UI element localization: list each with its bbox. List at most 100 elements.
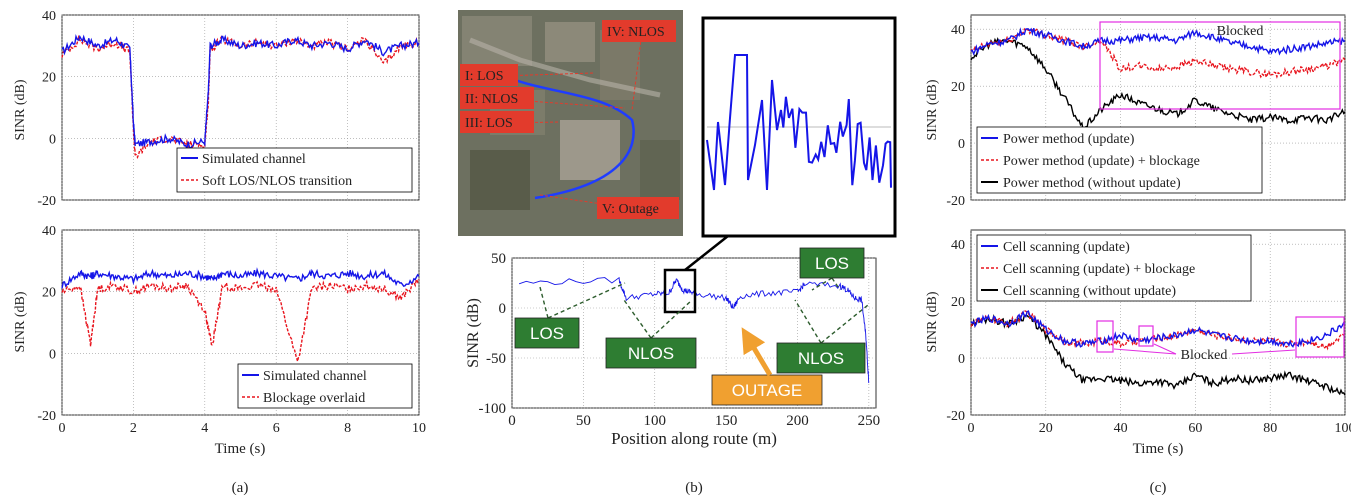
y-tick-label: 0: [49, 132, 56, 147]
panel-b-map: I: LOS II: NLOS III: LOS IV: NLOS V: Outage: [458, 10, 683, 236]
callout-connector: [623, 299, 652, 339]
x-tick-label: 100: [643, 413, 666, 429]
caption-c: (c): [1150, 480, 1167, 496]
callout-label-los: LOS: [815, 254, 849, 273]
y-tick-label: 20: [42, 286, 56, 301]
x-tick-label: 0: [968, 421, 975, 436]
series-line-power-method-update-: [970, 27, 1346, 56]
callout-box: [776, 342, 866, 374]
callout-box: [605, 337, 697, 369]
legend-c-top-entry-2: Power method (without update): [1003, 176, 1181, 191]
x-tick-label: 150: [715, 413, 738, 429]
map-label-box: [460, 87, 534, 109]
y-tick-label: 0: [958, 352, 965, 367]
series-line-sinr: [518, 276, 870, 384]
x-tick-label: 40: [1114, 421, 1128, 436]
y-tick-label: -50: [486, 351, 506, 367]
callout-box: [514, 317, 580, 349]
legend-c-top-entry-1: Power method (update) + blockage: [1003, 154, 1200, 169]
panel-c-top: -20 0 20 40 Blocked SINR (dB) Power method …: [925, 14, 1346, 209]
caption-a: (a): [232, 480, 249, 496]
x-tick-label: 80: [1263, 421, 1277, 436]
route-path: [489, 68, 635, 200]
panel-b-main: 0 50 100 150 200 250 -100 -50 0 50 SINR (dB) Posi…: [465, 235, 881, 496]
ylabel-a-bottom: SINR (dB): [13, 291, 28, 352]
ylabel-c-bottom: SINR (dB): [925, 291, 940, 352]
series-line-simulated-channel: [61, 33, 420, 151]
legend-c-bottom: Cell scanning (update) Cell scanning (up…: [976, 234, 1252, 302]
callout-connector: [794, 299, 822, 344]
legend-c-bottom-entry-1: Cell scanning (update) + blockage: [1003, 262, 1195, 277]
series-line-power-method-without-update-: [970, 36, 1346, 133]
xlabel-b-main: Position along route (m): [611, 429, 777, 448]
callout-connector: [539, 286, 549, 319]
map-label-box: [597, 197, 679, 219]
x-tick-label: 2: [130, 421, 137, 436]
callout-label-nlos: NLOS: [628, 344, 674, 363]
callout-box: [799, 247, 865, 279]
map-label: V: Outage: [602, 202, 659, 217]
y-tick-label: -20: [37, 194, 56, 209]
callout-label-outage: OUTAGE: [732, 381, 803, 400]
callout-connector: [811, 277, 833, 291]
y-tick-label: 20: [42, 71, 56, 86]
legend-a-top-entry-0: Simulated channel: [202, 152, 306, 167]
callout-label-nlos: NLOS: [798, 349, 844, 368]
y-tick-label: 0: [49, 347, 56, 362]
y-tick-label: 20: [951, 80, 965, 95]
map-label-box: [460, 64, 518, 86]
blocked-label-c-top: Blocked: [1217, 24, 1264, 39]
blocked-box-c-bottom-3: [1295, 316, 1345, 358]
y-tick-label: 40: [42, 9, 56, 24]
x-tick-label: 200: [786, 413, 809, 429]
y-tick-label: -20: [946, 194, 965, 209]
x-tick-label: 0: [508, 413, 516, 429]
callout-connector: [650, 299, 693, 339]
legend-c-top-entry-0: Power method (update): [1003, 132, 1135, 147]
legend-a-top-entry-1: Soft LOS/NLOS transition: [202, 174, 352, 189]
map-label: IV: NLOS: [607, 25, 665, 40]
outage-arrow: [741, 327, 773, 377]
legend-a-bottom: Simulated channel Blockage overlaid: [237, 363, 413, 409]
blocked-box-c-top: [1099, 21, 1341, 110]
series-line-cell-scanning-update-: [970, 310, 1346, 348]
y-tick-label: 50: [491, 251, 506, 267]
x-tick-label: 60: [1188, 421, 1202, 436]
legend-c-bottom-entry-0: Cell scanning (update): [1003, 240, 1130, 255]
ylabel-c-top: SINR (dB): [925, 79, 940, 140]
xlabel-a-bottom: Time (s): [215, 441, 266, 457]
map-label: I: LOS: [465, 69, 504, 84]
xlabel-c-bottom: Time (s): [1133, 441, 1184, 457]
legend-a-bottom-entry-1: Blockage overlaid: [263, 391, 365, 406]
x-tick-label: 8: [344, 421, 351, 436]
blocked-box-c-bottom-1: [1096, 320, 1114, 353]
y-tick-label: 40: [951, 23, 965, 38]
legend-a-top: Simulated channel Soft LOS/NLOS transiti…: [176, 147, 413, 193]
callout-connector: [820, 304, 869, 344]
y-tick-label: 0: [958, 137, 965, 152]
y-tick-label: 40: [42, 224, 56, 239]
blocked-label-c-bottom: Blocked: [1181, 348, 1228, 363]
panel-b-zoom-inset: [701, 16, 897, 238]
legend-c-bottom-entry-2: Cell scanning (without update): [1003, 284, 1176, 299]
x-tick-label: 0: [59, 421, 66, 436]
callout-connector: [547, 282, 626, 319]
callout-box: [711, 374, 823, 406]
ylabel-b-main: SINR (dB): [465, 298, 482, 368]
legend-c-top: Power method (update) Power method (upda…: [976, 126, 1263, 194]
y-tick-label: 0: [499, 301, 507, 317]
x-tick-label: 20: [1039, 421, 1053, 436]
map-label: III: LOS: [465, 116, 513, 131]
callout-connector: [831, 277, 841, 291]
map-label-box: [460, 111, 534, 133]
series-line-blockage-overlaid: [61, 277, 420, 362]
y-tick-label: 20: [951, 295, 965, 310]
ylabel-a-top: SINR (dB): [13, 79, 28, 140]
y-tick-label: -20: [946, 409, 965, 424]
x-tick-label: 250: [858, 413, 881, 429]
blocked-box-c-bottom-2: [1138, 325, 1154, 347]
legend-a-bottom-entry-0: Simulated channel: [263, 369, 367, 384]
